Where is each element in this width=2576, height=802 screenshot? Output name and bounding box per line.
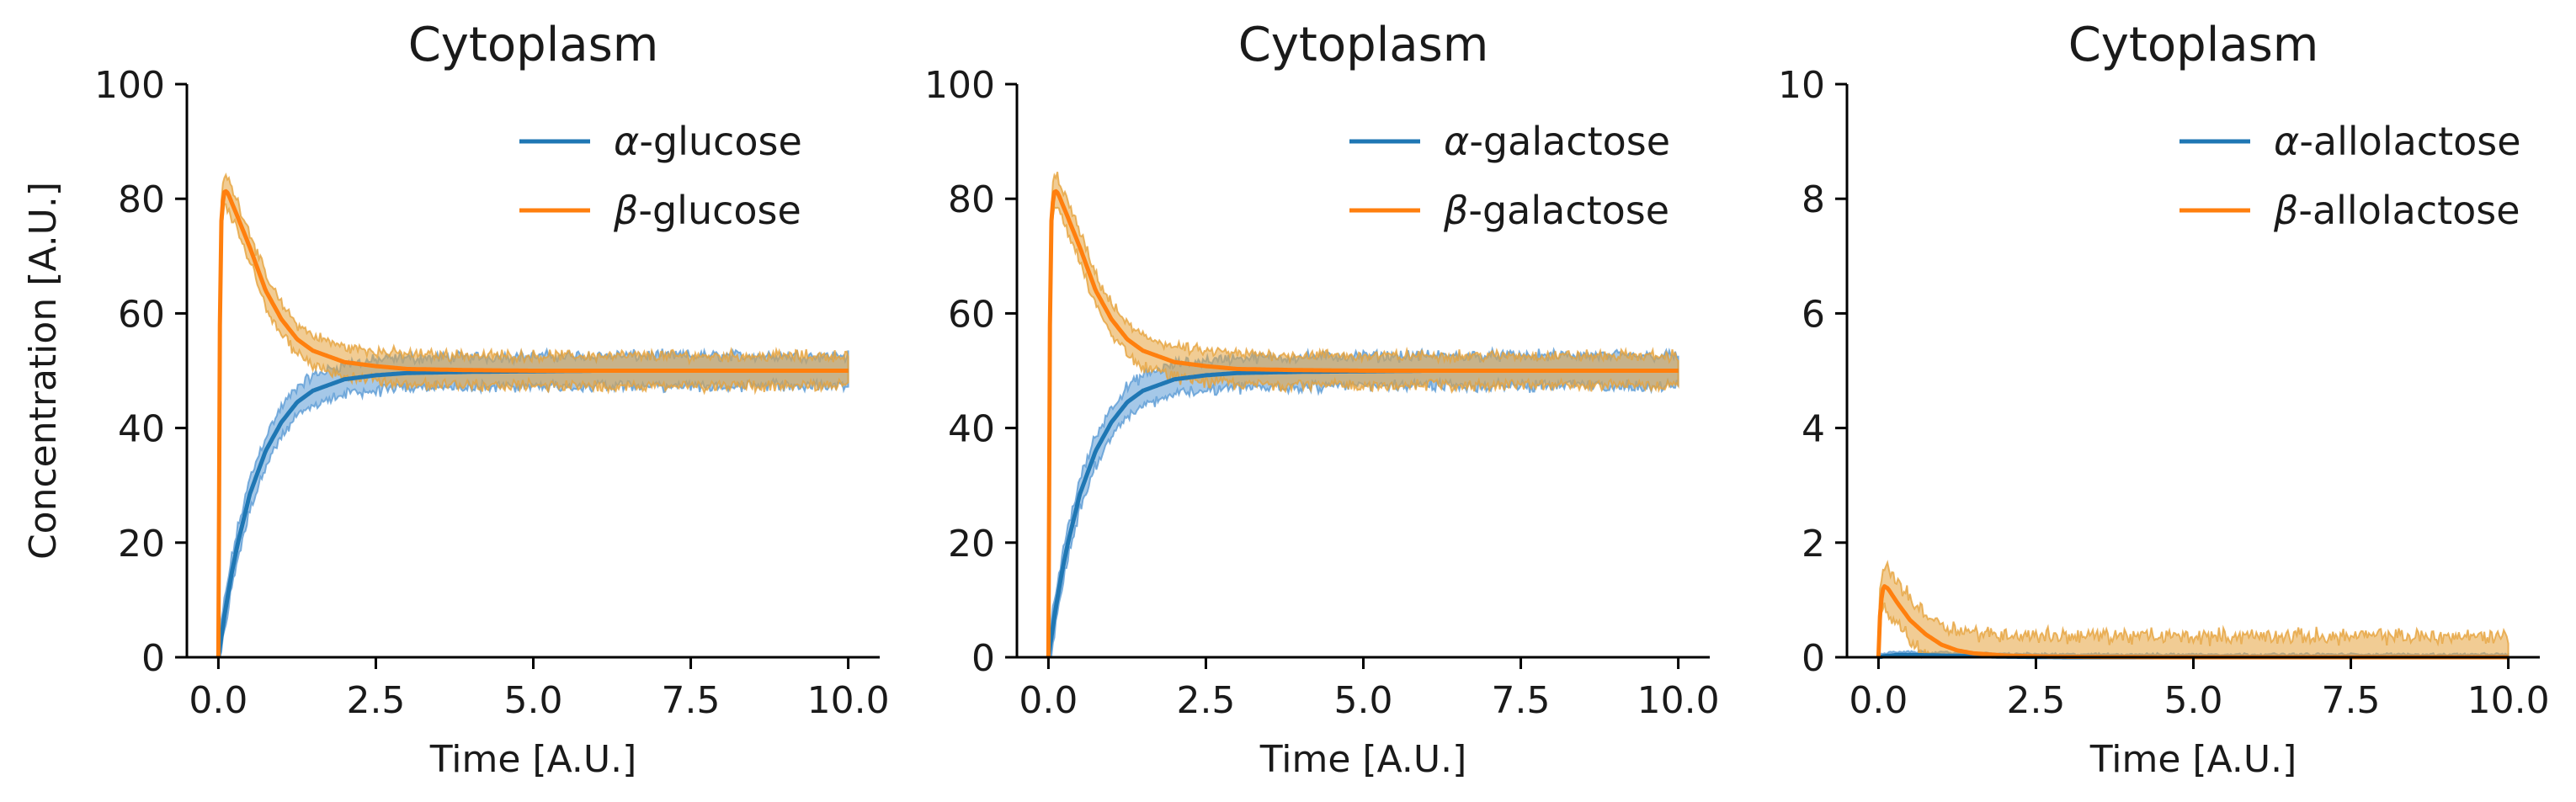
y-tick-label: 40 bbox=[948, 408, 995, 451]
series-line-alpha bbox=[1046, 369, 1679, 658]
y-tick-label: 80 bbox=[948, 178, 995, 221]
legend-label: α-glucose bbox=[614, 119, 802, 164]
series-band-alpha bbox=[1047, 346, 1679, 658]
series-line-beta bbox=[216, 189, 849, 658]
legend-label: β-galactose bbox=[1443, 188, 1669, 233]
y-tick-label: 20 bbox=[118, 523, 165, 566]
x-axis-label: Time [A.U.] bbox=[429, 738, 637, 781]
y-tick-label: 4 bbox=[1802, 408, 1825, 451]
x-tick-label: 2.5 bbox=[346, 679, 405, 722]
x-tick-label: 0.0 bbox=[1849, 679, 1908, 722]
chart-panel-3: 0 2 4 6 8 10 0.0 2.5 5.0 7.5 10.0 Cytoplasm Time [A.… bbox=[1778, 18, 2550, 781]
x-tick-label: 5.0 bbox=[2164, 679, 2223, 722]
y-tick-label: 60 bbox=[948, 293, 995, 336]
y-tick-label: 60 bbox=[118, 293, 165, 336]
y-tick-label: 10 bbox=[1778, 64, 1825, 107]
y-tick-label: 0 bbox=[141, 637, 165, 680]
x-tick-label: 5.0 bbox=[504, 679, 563, 722]
legend-label: β-allolactose bbox=[2273, 188, 2520, 233]
x-tick-label: 10.0 bbox=[2467, 679, 2550, 722]
series-band-alpha bbox=[217, 347, 849, 658]
y-tick-label: 100 bbox=[924, 64, 995, 107]
x-axis-label: Time [A.U.] bbox=[2089, 738, 2297, 781]
legend-label: β-glucose bbox=[613, 188, 801, 233]
x-tick-label: 7.5 bbox=[2322, 679, 2381, 722]
y-tick-label: 100 bbox=[94, 64, 165, 107]
y-axis-label: Concentration [A.U.] bbox=[22, 182, 65, 560]
legend-label: α-galactose bbox=[1444, 119, 1670, 164]
y-tick-label: 2 bbox=[1802, 523, 1825, 566]
x-tick-label: 5.0 bbox=[1334, 679, 1393, 722]
x-tick-label: 7.5 bbox=[1492, 679, 1551, 722]
x-tick-label: 0.0 bbox=[1019, 679, 1078, 722]
y-tick-label: 40 bbox=[118, 408, 165, 451]
x-tick-label: 2.5 bbox=[1176, 679, 1235, 722]
chart-title: Cytoplasm bbox=[1238, 18, 1489, 72]
chart-panel-2: 0 20 40 60 80 100 0.0 2.5 5.0 7.5 10.0 Cytoplasm Tim… bbox=[924, 18, 1720, 781]
series-band-beta bbox=[1047, 172, 1679, 658]
x-tick-label: 2.5 bbox=[2006, 679, 2065, 722]
series-line-beta bbox=[1046, 189, 1679, 658]
y-tick-label: 0 bbox=[971, 637, 995, 680]
legend-label: α-allolactose bbox=[2274, 119, 2521, 164]
x-tick-label: 7.5 bbox=[662, 679, 721, 722]
series-line-alpha bbox=[216, 369, 849, 658]
y-tick-label: 8 bbox=[1802, 178, 1825, 221]
x-tick-label: 0.0 bbox=[189, 679, 247, 722]
y-tick-label: 20 bbox=[948, 523, 995, 566]
x-tick-label: 10.0 bbox=[1637, 679, 1720, 722]
chart-title: Cytoplasm bbox=[408, 18, 659, 72]
series-band-beta bbox=[1877, 560, 2509, 660]
y-tick-label: 6 bbox=[1802, 293, 1825, 336]
y-tick-label: 0 bbox=[1802, 637, 1825, 680]
chart-panel-1: 0 20 40 60 80 100 0.0 2.5 5.0 7.5 10.0 Cytoplasm Tim… bbox=[22, 18, 890, 781]
series-band-beta bbox=[217, 173, 849, 658]
chart-title: Cytoplasm bbox=[2068, 18, 2319, 72]
x-tick-label: 10.0 bbox=[807, 679, 890, 722]
y-tick-label: 80 bbox=[118, 178, 165, 221]
x-axis-label: Time [A.U.] bbox=[1259, 738, 1467, 781]
